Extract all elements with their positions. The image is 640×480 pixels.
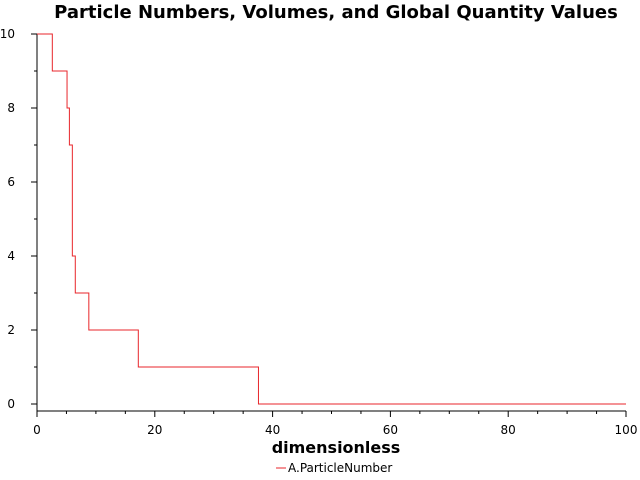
x-tick-label: 80 <box>501 423 516 437</box>
legend: A.ParticleNumber <box>276 461 392 475</box>
x-tick-label: 100 <box>615 423 638 437</box>
x-tick-label: 40 <box>265 423 280 437</box>
x-tick-label: 60 <box>383 423 398 437</box>
y-tick-label: 4 <box>7 249 15 263</box>
y-tick-label: 0 <box>7 397 15 411</box>
y-tick-label: 10 <box>0 27 15 41</box>
chart-title: Particle Numbers, Volumes, and Global Qu… <box>54 2 618 23</box>
x-axis-label: dimensionless <box>272 438 401 457</box>
series-line <box>37 33 626 405</box>
y-tick-label: 2 <box>7 323 15 337</box>
y-ticks: 0 2 4 6 8 10 <box>0 27 37 411</box>
series-group <box>37 33 626 405</box>
x-tick-label: 0 <box>33 423 41 437</box>
axes <box>36 34 626 412</box>
y-tick-label: 6 <box>7 175 15 189</box>
x-ticks: 0 20 40 60 80 100 <box>33 411 637 437</box>
y-tick-label: 8 <box>7 101 15 115</box>
x-tick-label: 20 <box>147 423 162 437</box>
legend-label: A.ParticleNumber <box>288 461 392 475</box>
